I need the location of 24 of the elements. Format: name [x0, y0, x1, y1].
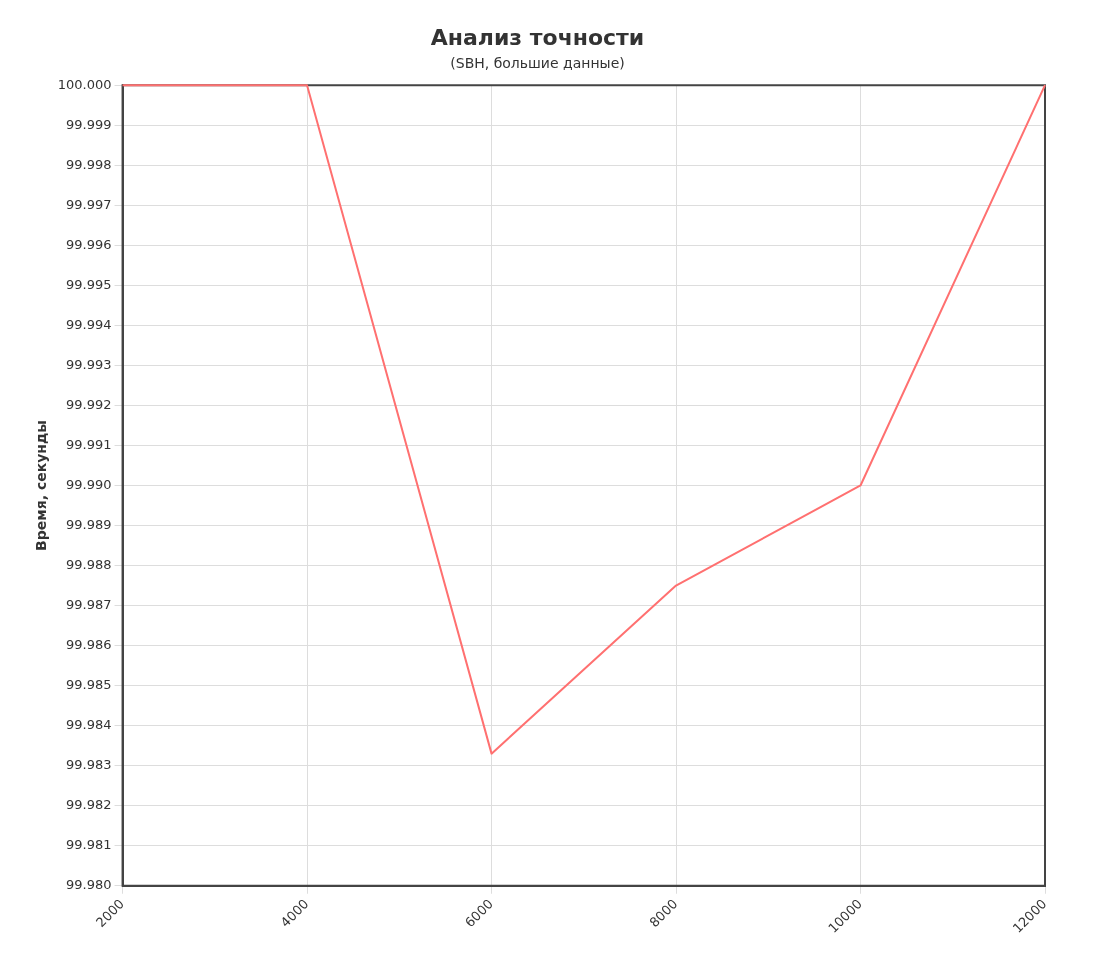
y-tick-label: 99.995	[66, 276, 112, 292]
y-tick-label: 99.981	[66, 837, 112, 853]
chart-title: Анализ точности	[430, 24, 645, 50]
y-tick-label: 99.997	[66, 196, 112, 212]
y-tick-label: 99.998	[66, 156, 112, 172]
y-tick-label: 99.991	[66, 436, 112, 452]
y-tick-label: 99.987	[66, 596, 112, 612]
y-tick-label: 99.980	[66, 877, 112, 893]
y-tick-label: 99.999	[66, 116, 112, 132]
y-tick-label: 99.985	[66, 676, 112, 692]
y-tick-label: 99.993	[66, 356, 112, 372]
y-tick-label: 99.983	[66, 757, 112, 773]
chart-subtitle: (SBH, большие данные)	[450, 55, 625, 72]
y-tick-label: 100.000	[57, 76, 112, 92]
y-tick-label: 99.988	[66, 556, 112, 572]
y-tick-label: 99.992	[66, 396, 112, 412]
y-tick-label: 99.984	[66, 717, 112, 732]
y-axis-title: Время, секунды	[33, 420, 50, 551]
y-tick-label: 99.990	[66, 476, 112, 492]
y-tick-label: 99.982	[66, 797, 112, 813]
y-tick-label: 99.994	[66, 316, 112, 332]
y-tick-label: 99.986	[66, 636, 112, 652]
y-tick-label: 99.996	[66, 236, 112, 252]
y-tick-label: 99.989	[66, 516, 112, 532]
